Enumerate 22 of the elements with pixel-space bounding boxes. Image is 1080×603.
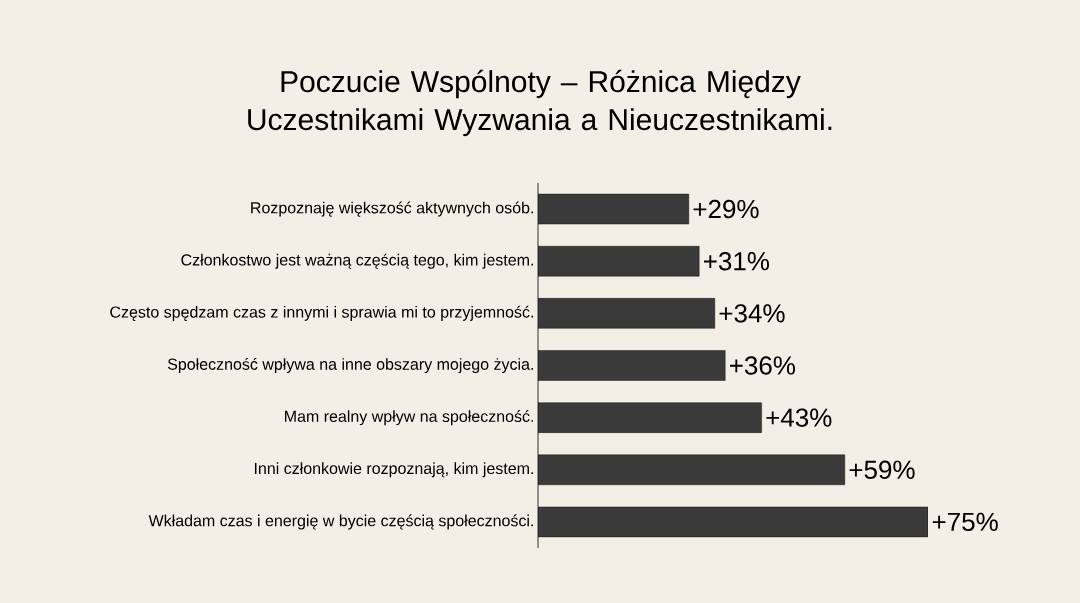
bar: [538, 402, 762, 433]
bar: [538, 298, 715, 329]
bar: [538, 193, 689, 225]
data-label: +43%: [766, 408, 832, 427]
bar: [538, 350, 726, 381]
data-label: +75%: [932, 512, 998, 532]
y-tick-label: Społeczność wpływa na inne obszary mojego życia.: [167, 357, 533, 374]
data-label: +31%: [703, 252, 770, 271]
y-tick-label: Rozpoznaję większość aktywnych osób.: [251, 201, 533, 217]
y-tick-label: Inni członkowie rozpoznają, kim jestem.: [254, 462, 533, 478]
y-tick-label: Wkładam czas i energię w bycie częścią społeczności.: [148, 514, 533, 530]
chart-title: Poczucie Wspólnoty – Różnica Między Uczestnikami Wyzwania a Nieuczestnikami.: [248, 69, 832, 137]
bar: [538, 246, 700, 277]
data-label: +36%: [729, 356, 796, 375]
data-label: +59%: [849, 460, 915, 479]
y-tick-label: Mam realny wpływ na społeczność.: [285, 410, 533, 426]
y-tick-label: Członkostwo jest ważną częścią tego, kim jestem.: [181, 253, 533, 269]
data-label: +34%: [719, 304, 785, 323]
bar: [538, 506, 928, 538]
bar: [538, 454, 845, 485]
data-label: +29%: [693, 199, 759, 219]
y-tick-label: Często spędzam czas z innymi i sprawia mi to przyjemność.: [110, 305, 533, 321]
